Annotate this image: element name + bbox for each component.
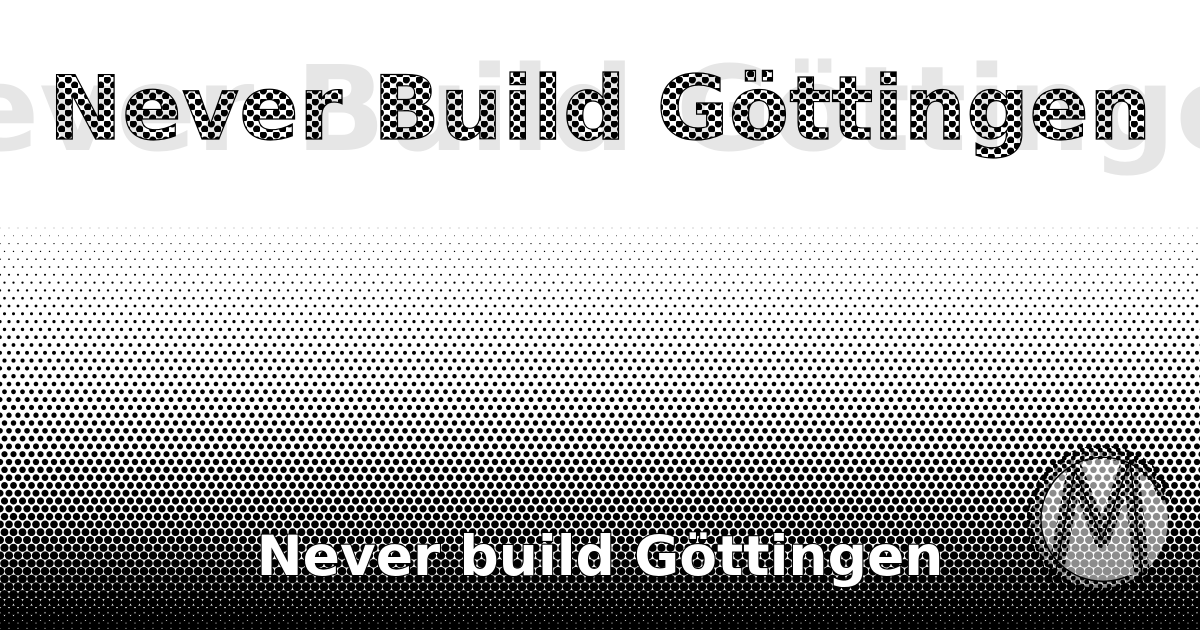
headline-text: Never Build Göttingen — [48, 57, 1151, 160]
logo-emblem — [1026, 445, 1172, 596]
ghost-title: Never Build Göttingen — [0, 40, 1200, 178]
headline: Never Build Göttingen — [48, 56, 1152, 160]
tagline-text: Never build Göttingen — [257, 524, 944, 588]
halftone-gradient — [0, 227, 1200, 630]
